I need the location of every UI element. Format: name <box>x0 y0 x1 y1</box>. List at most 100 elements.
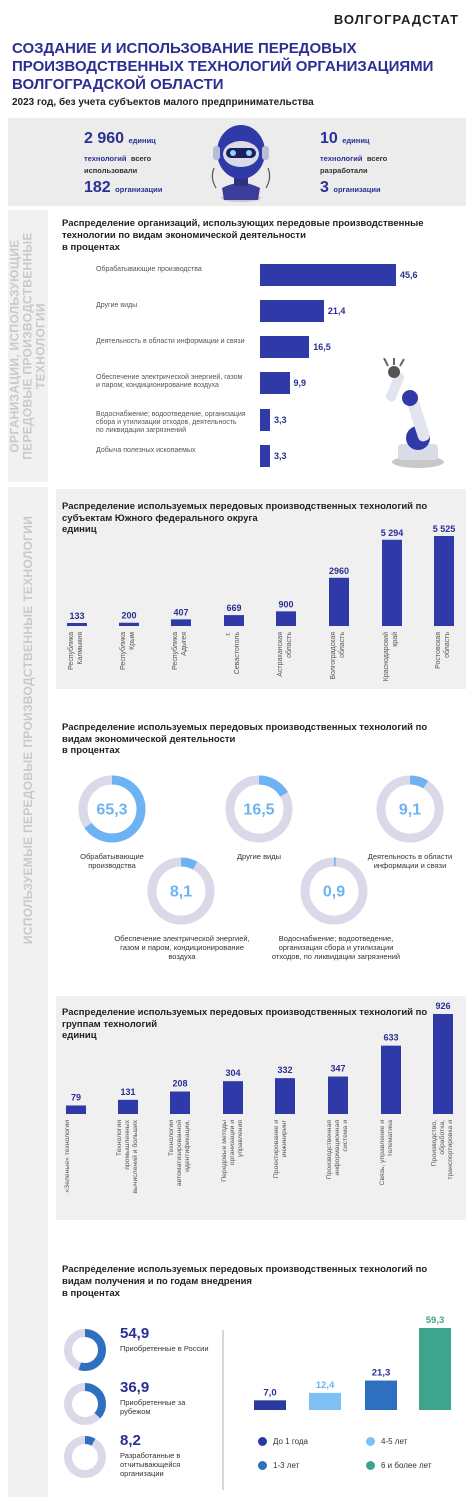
hbar-bar <box>260 336 310 358</box>
hbar-value-label: 45,6 <box>400 270 418 280</box>
section-activity-unit: в процентах <box>62 745 120 756</box>
hbar-category-label: Обрабатывающие производства <box>96 266 202 273</box>
hbar-value-label: 21,4 <box>327 306 346 316</box>
activity-donut-value: 8,1 <box>170 884 192 901</box>
activity-donut-chart: 65,3 16,5 9,1 8,1 0,9 <box>78 775 444 925</box>
group-bar <box>328 1076 348 1114</box>
used-tech-text-1: технологий <box>84 154 127 163</box>
group-category-label: Проектирование и <box>273 1120 280 1178</box>
region-category-label: Волгоградская <box>330 632 337 680</box>
summary-panel: 2 960 единиц технологий всего использова… <box>8 118 466 206</box>
year-legend-item: 4-5 лет <box>366 1437 407 1446</box>
year-bar <box>365 1380 397 1410</box>
region-bar <box>224 615 244 626</box>
group-value-label: 304 <box>225 1068 240 1078</box>
group-category-label: транспортировка и <box>447 1120 454 1180</box>
group-bar <box>223 1081 243 1114</box>
region-category-label: Ростовская <box>435 632 442 669</box>
acquisition-value: 8,2 <box>120 1432 141 1449</box>
region-category-label: Краснодарский <box>382 632 390 681</box>
group-bar <box>275 1078 295 1114</box>
region-bar <box>171 619 191 626</box>
region-bar <box>382 539 402 626</box>
region-value-label: 200 <box>121 611 136 621</box>
hbar-value-label: 9,9 <box>293 378 307 388</box>
used-tech-unit: единиц <box>128 136 156 145</box>
region-value-label: 407 <box>173 607 188 617</box>
used-tech-text-3: использовали <box>84 166 138 175</box>
hbar-category-label: Обеспечение электрической энергией, газо… <box>96 374 243 389</box>
hbar-bar <box>260 264 396 286</box>
group-category-label: идентификации, <box>184 1120 191 1172</box>
year-value-label: 12,4 <box>316 1380 335 1391</box>
year-value-label: 7,0 <box>263 1387 276 1398</box>
group-category-label: телематика <box>387 1120 394 1157</box>
used-tech-block: 2 960 единиц технологий всего использова… <box>84 130 162 197</box>
side-strip-orgs <box>8 210 48 482</box>
group-category-label: Технологии <box>168 1120 175 1156</box>
used-tech-text-2: всего <box>130 154 152 163</box>
section-orgs-unit: в процентах <box>62 242 120 253</box>
section-groups-title: Распределение используемых передовых про… <box>62 1007 428 1030</box>
acquisition-donut-arc <box>64 1383 106 1425</box>
activity-donut-value: 16,5 <box>243 802 274 819</box>
section-groups-unit: единиц <box>62 1030 97 1041</box>
used-tech-value: 2 960 <box>84 130 125 147</box>
group-bar <box>66 1105 86 1114</box>
activity-donut-value: 0,9 <box>323 884 345 901</box>
hbar-value-label: 3,3 <box>274 415 287 425</box>
used-orgs-unit: организации <box>115 185 163 194</box>
group-category-label: организации и <box>229 1120 236 1165</box>
acquisition-category-label: Разработанные в отчитывающейся организац… <box>120 1451 181 1478</box>
group-value-label: 79 <box>71 1092 81 1102</box>
group-bar <box>118 1099 138 1114</box>
region-category-label: Севастополь <box>234 632 241 675</box>
section-activity-title: Распределение используемых передовых про… <box>62 722 428 745</box>
group-value-label: 347 <box>330 1064 345 1074</box>
region-category-label: Калмыкия <box>77 632 84 665</box>
page-title: СОЗДАНИЕ И ИСПОЛЬЗОВАНИЕ ПЕРЕДОВЫХ ПРОИЗ… <box>12 40 434 93</box>
region-category-label: Республика <box>67 632 75 670</box>
activity-donut-label: Обрабатывающие производства <box>80 852 144 870</box>
region-category-label: Астраханская <box>277 632 284 677</box>
dev-tech-text-1: технологий <box>320 154 363 163</box>
dev-tech-value: 10 <box>320 130 338 147</box>
dev-orgs-value: 3 <box>320 179 329 196</box>
hbar-category-label: Добыча полезных ископаемых <box>96 447 196 454</box>
activity-donut-label: Водоснабжение; водоотведение, организаци… <box>271 934 401 961</box>
hbar-bar <box>260 409 270 431</box>
divider-line <box>222 1330 224 1490</box>
year-legend-label: 1-3 лет <box>273 1461 300 1470</box>
activity-donut-arc <box>78 775 146 843</box>
year-bar <box>254 1400 286 1410</box>
legend-dot-icon <box>258 1437 267 1446</box>
group-value-label: 926 <box>435 1001 450 1011</box>
group-category-label: «Зеленые» технологии <box>64 1120 71 1193</box>
year-bar <box>419 1328 451 1410</box>
activity-donut-label: Деятельность в области информации и связ… <box>367 852 453 870</box>
region-value-label: 900 <box>278 599 293 609</box>
region-category-label: область <box>443 632 451 658</box>
hbar-bar <box>260 372 290 394</box>
activity-donut-label: Другие виды <box>236 852 282 861</box>
acquisition-value: 54,9 <box>120 1325 150 1342</box>
group-value-label: 131 <box>120 1087 135 1097</box>
acquisition-category-label: Приобретенные в России <box>120 1344 209 1353</box>
page-subtitle: 2023 год, без учета субъектов малого пре… <box>12 97 314 108</box>
hbar-category-label: Водоснабжение; водоотведение, организаци… <box>96 411 246 434</box>
group-value-label: 208 <box>172 1079 187 1089</box>
section-orgs-title: Распределение организаций, использующих … <box>62 218 424 241</box>
hbar-value-label: 16,5 <box>313 342 331 352</box>
activity-donut-label: Обеспечение электрической энергией, газо… <box>114 934 250 961</box>
group-value-label: 332 <box>277 1065 292 1075</box>
brand-logo-text: ВОЛГОГРАДСТАТ <box>333 12 459 27</box>
group-category-label: Связь, управление и <box>379 1120 386 1186</box>
region-category-label: область <box>338 632 346 658</box>
year-bar <box>309 1392 341 1410</box>
region-bar <box>276 611 296 626</box>
group-category-label: система и <box>342 1120 349 1152</box>
year-legend-item: До 1 года <box>258 1437 308 1446</box>
group-category-label: информационная <box>334 1120 341 1176</box>
